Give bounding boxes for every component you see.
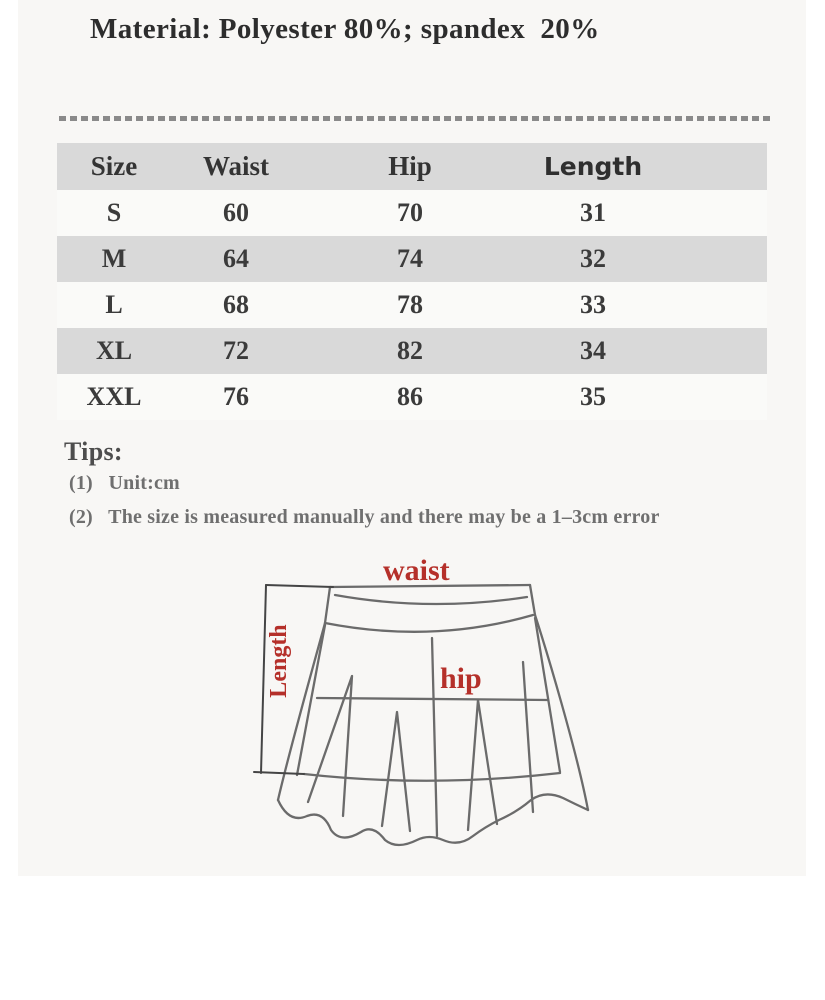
skirt-hem: [276, 793, 590, 847]
waistband-top-line: [328, 583, 532, 589]
cell-hip: 74: [301, 236, 519, 282]
hip-line: [315, 696, 550, 702]
hip-label: hip: [440, 662, 482, 695]
cell-hip: 78: [301, 282, 519, 328]
cell-waist: 64: [171, 236, 301, 282]
size-table: Size Waist Hip Length S 60 70 31 M 64 74…: [57, 143, 767, 420]
cell-size: XL: [57, 328, 171, 374]
skirt-right-edge: [533, 613, 590, 812]
cell-length: 32: [519, 236, 767, 282]
waist-label: waist: [383, 554, 450, 587]
cell-hip: 70: [301, 190, 519, 236]
cell-hip: 86: [301, 374, 519, 420]
cell-waist: 68: [171, 282, 301, 328]
cell-waist: 76: [171, 374, 301, 420]
length-label: Length: [266, 624, 292, 698]
cell-hip: 82: [301, 328, 519, 374]
cell-length: 35: [519, 374, 767, 420]
center-seam-line: [430, 636, 439, 838]
material-heading: Material: Polyester 80%; spandex 20%: [90, 13, 600, 45]
cell-waist: 60: [171, 190, 301, 236]
col-header-length: Length: [519, 143, 767, 190]
col-header-waist: Waist: [171, 143, 301, 190]
skirt-left-edge: [276, 621, 327, 802]
col-header-hip: Hip: [301, 143, 519, 190]
table-row: M 64 74 32: [57, 236, 767, 282]
cell-length: 31: [519, 190, 767, 236]
cell-size: M: [57, 236, 171, 282]
tip-measure-error: (2) The size is measured manually and th…: [69, 506, 660, 528]
cell-length: 33: [519, 282, 767, 328]
cell-size: XXL: [57, 374, 171, 420]
length-bracket: [253, 584, 334, 775]
table-header-row: Size Waist Hip Length: [57, 143, 767, 190]
table-row: S 60 70 31: [57, 190, 767, 236]
table-row: XL 72 82 34: [57, 328, 767, 374]
skirt-diagram: [253, 583, 590, 847]
tip-unit: (1) Unit:cm: [69, 472, 180, 494]
cell-length: 34: [519, 328, 767, 374]
col-header-size: Size: [57, 143, 171, 190]
tips-heading: Tips:: [64, 437, 123, 466]
table-row: L 68 78 33: [57, 282, 767, 328]
cell-size: L: [57, 282, 171, 328]
cell-size: S: [57, 190, 171, 236]
cell-waist: 72: [171, 328, 301, 374]
dashed-divider: [59, 116, 771, 121]
table-row: XXL 76 86 35: [57, 374, 767, 420]
